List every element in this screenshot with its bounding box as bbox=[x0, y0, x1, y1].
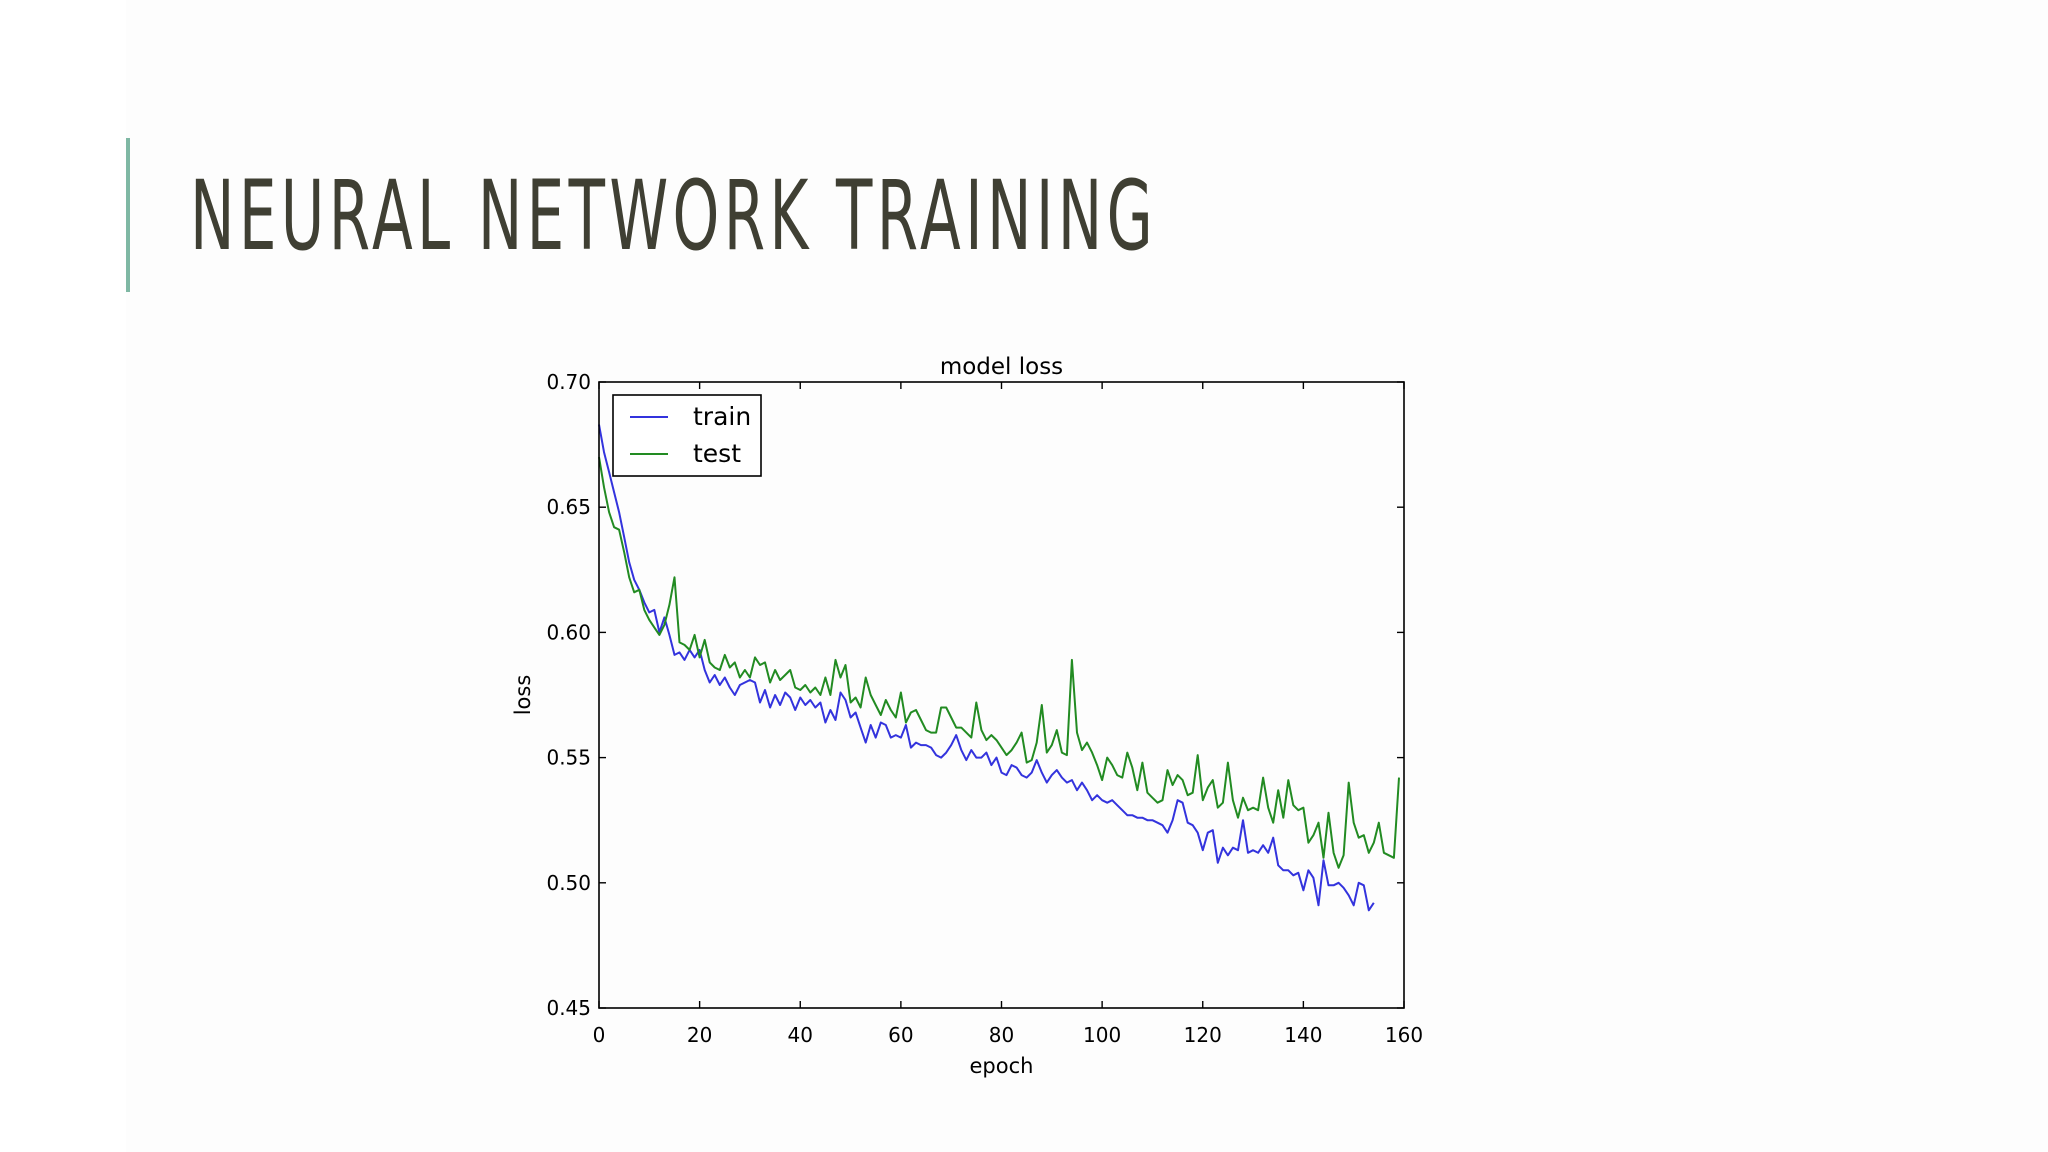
y-tick-label: 0.70 bbox=[546, 370, 591, 394]
legend-box bbox=[612, 394, 762, 477]
x-tick-label: 40 bbox=[788, 1023, 813, 1047]
y-tick-label: 0.65 bbox=[546, 495, 591, 519]
slide-background bbox=[126, 0, 2048, 1152]
series-line-train bbox=[598, 424, 1375, 912]
chart-plot-area bbox=[598, 424, 1400, 912]
x-tick-label: 80 bbox=[989, 1023, 1014, 1047]
x-tick-label: 0 bbox=[593, 1023, 606, 1047]
y-tick-label: 0.55 bbox=[546, 746, 591, 770]
chart-legend: train test bbox=[612, 394, 762, 477]
y-tick-label: 0.50 bbox=[546, 871, 591, 895]
x-tick-label: 20 bbox=[687, 1023, 712, 1047]
chart-axes: 0 20 40 60 80 100 120 140 160 0.45 0.50 0.55 0.60 0.6… bbox=[511, 354, 1423, 1078]
legend-label-test: test bbox=[693, 439, 741, 468]
title-accent-bar bbox=[126, 138, 130, 292]
x-tick-label: 160 bbox=[1385, 1023, 1423, 1047]
x-tick-label: 140 bbox=[1284, 1023, 1322, 1047]
y-tick-label: 0.45 bbox=[546, 996, 591, 1020]
chart-title: model loss bbox=[940, 354, 1063, 380]
legend-label-train: train bbox=[693, 402, 751, 431]
y-tick-label: 0.60 bbox=[546, 620, 591, 644]
x-tick-label: 120 bbox=[1184, 1023, 1222, 1047]
series-line-test bbox=[598, 456, 1400, 869]
x-axis-label: epoch bbox=[970, 1054, 1034, 1078]
x-tick-label: 100 bbox=[1083, 1023, 1121, 1047]
slide-title: NEURAL NETWORK TRAINING bbox=[190, 160, 1158, 272]
y-axis-label: loss bbox=[511, 675, 535, 716]
x-tick-label: 60 bbox=[888, 1023, 913, 1047]
